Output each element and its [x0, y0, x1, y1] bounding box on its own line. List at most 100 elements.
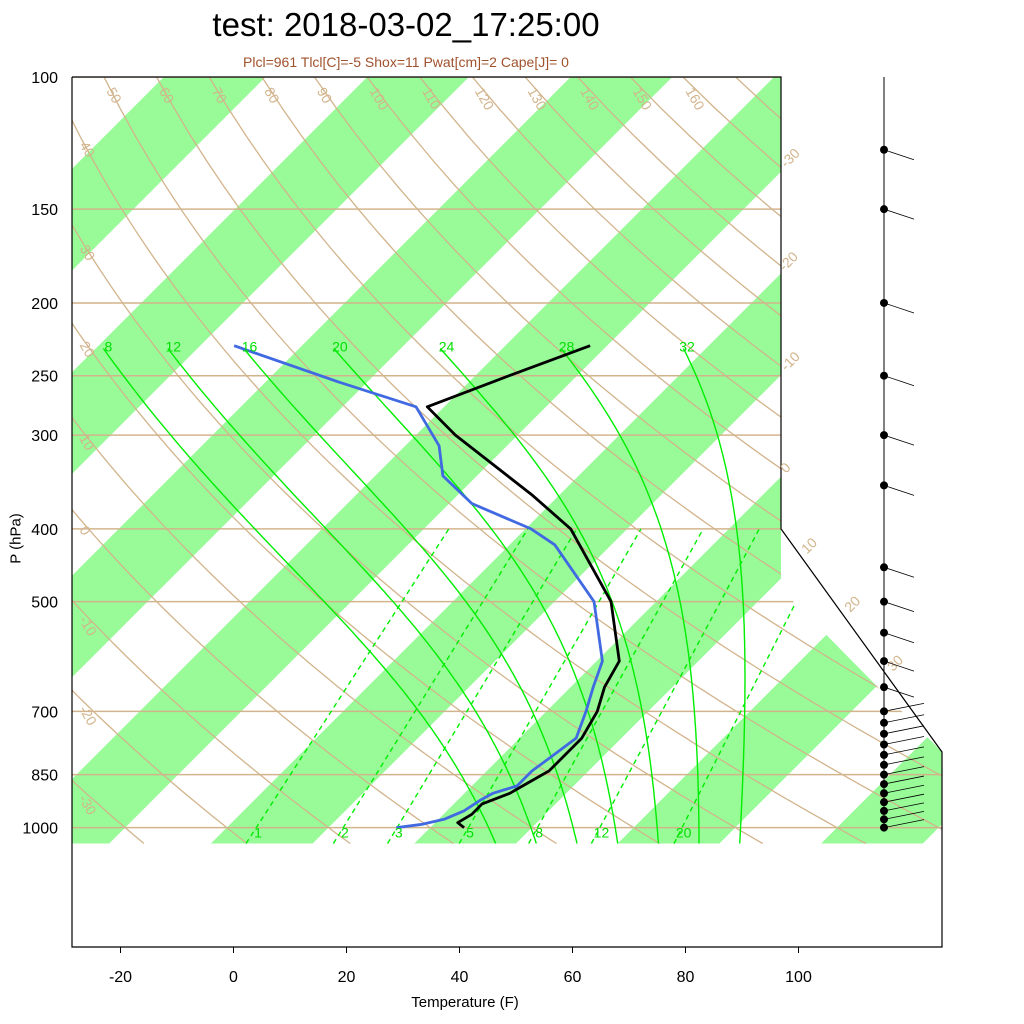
dry-adiabat: [208, 77, 942, 845]
wind-barb: [883, 484, 915, 496]
wind-barb: [883, 793, 925, 803]
plot-frame: [71, 76, 943, 948]
dry-adiabat: [313, 77, 942, 845]
moist-adiabat-label: 28: [559, 339, 575, 355]
wind-barb: [883, 736, 925, 745]
chart-subtitle: Plcl=961 Tlcl[C]=-5 Shox=11 Pwat[cm]=2 C…: [243, 54, 569, 70]
dry-adiabat-label: 50: [103, 85, 125, 107]
dry-adiabat-label: 160: [682, 85, 708, 113]
wind-barb: [883, 766, 925, 776]
moist-adiabat-label: 12: [165, 339, 181, 355]
mixing-ratio-label: 3: [395, 825, 403, 841]
x-tick-label: 100: [785, 969, 812, 986]
y-tick-label: 150: [31, 202, 58, 219]
wind-barb: [883, 434, 915, 446]
dry-adiabat: [366, 77, 942, 845]
moist-adiabat-label: 20: [332, 339, 348, 355]
wind-barb: [883, 756, 925, 766]
temperature-profile: [425, 344, 621, 829]
wind-barb: [883, 686, 915, 698]
wind-barb: [883, 632, 915, 644]
moist-adiabat: [560, 348, 700, 844]
mixing-ratio-line: [590, 528, 760, 844]
dry-adiabat: [72, 77, 454, 845]
dry-adiabat-label: 80: [261, 85, 283, 107]
wind-barb: [883, 601, 915, 613]
wind-barb: [883, 775, 925, 785]
wind-barb: [883, 302, 915, 314]
dry-adiabat-label: 120: [472, 85, 498, 113]
dry-adiabat-label: 90: [314, 85, 336, 107]
wind-barb: [883, 802, 925, 812]
moist-adiabat-label: 32: [679, 339, 695, 355]
mixing-ratio-line: [528, 528, 704, 844]
x-tick-label: 20: [338, 969, 356, 986]
dry-adiabat: [72, 77, 764, 845]
mixing-ratio-label: 2: [341, 825, 349, 841]
wind-barb: [883, 810, 925, 820]
wind-barb: [883, 566, 915, 578]
dry-adiabat-label: 70: [209, 85, 231, 107]
y-tick-label: 200: [31, 296, 58, 313]
sounding-profiles: [233, 344, 621, 829]
mixing-ratio-label: 20: [676, 825, 692, 841]
dry-adiabat: [0, 77, 41, 844]
temperature-band: [821, 77, 942, 844]
dry-adiabat-label: 30: [77, 242, 99, 264]
x-tick-label: -20: [109, 969, 132, 986]
dry-adiabat: [103, 77, 942, 845]
moist-adiabat-label: 16: [242, 339, 258, 355]
y-tick-label: 1000: [22, 821, 58, 838]
isotherm-label: -20: [775, 248, 801, 274]
temperature-band: [72, 77, 469, 844]
mixing-ratio-lines: [245, 528, 834, 844]
dry-adiabat-label: 10: [76, 432, 98, 454]
x-axis-label: Temperature (F): [411, 994, 519, 1011]
mixing-ratio-line: [458, 528, 642, 844]
moist-adiabat-label: 24: [439, 339, 455, 355]
temperature-band: [72, 77, 673, 844]
moist-adiabat-label: 8: [105, 339, 113, 355]
mixing-ratio-line: [332, 528, 529, 844]
mixing-ratio-label: 1: [254, 825, 262, 841]
moist-adiabat: [439, 348, 660, 844]
dry-adiabat-label: 0: [76, 523, 94, 538]
wind-barb: [883, 660, 915, 672]
isotherm-label: 10: [798, 534, 820, 556]
moist-adiabat: [167, 348, 537, 844]
dry-adiabat: [419, 77, 942, 845]
wind-barb: [883, 149, 915, 161]
y-tick-label: 700: [31, 704, 58, 721]
dry-adiabat-label: 20: [77, 339, 99, 361]
moist-adiabat: [102, 348, 497, 844]
wind-barbs: [880, 77, 925, 832]
y-tick-label: 500: [31, 595, 58, 612]
isotherm-label: 0: [777, 459, 794, 476]
dry-adiabat-label: 40: [77, 138, 99, 160]
wind-barb: [883, 784, 925, 794]
mixing-ratio-label: 8: [535, 825, 543, 841]
wind-barb: [883, 702, 925, 712]
plot-border: [71, 76, 943, 948]
dry-adiabat: [72, 77, 351, 845]
isotherm-label: 20: [841, 593, 863, 615]
mixing-ratio-line: [673, 528, 834, 844]
y-tick-label: 300: [31, 428, 58, 445]
y-tick-label: 100: [31, 70, 58, 87]
mixing-ratio-label: 5: [466, 825, 474, 841]
x-tick-label: 40: [451, 969, 469, 986]
wind-barb: [883, 714, 925, 724]
x-tick-label: 0: [229, 969, 238, 986]
wind-barb: [883, 725, 925, 735]
dry-adiabat: [72, 77, 145, 844]
wind-barb: [883, 746, 925, 756]
temperature-band: [0, 77, 62, 844]
dry-adiabat: [72, 77, 557, 845]
wind-barb: [883, 208, 915, 220]
mixing-ratio-line: [386, 528, 578, 844]
wind-barb: [883, 819, 925, 828]
moist-adiabat: [243, 348, 578, 844]
dry-adiabat-label: -20: [76, 703, 100, 729]
dry-adiabat: [156, 77, 942, 845]
